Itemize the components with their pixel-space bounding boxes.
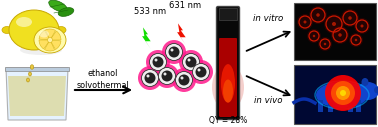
Ellipse shape — [221, 64, 235, 103]
Circle shape — [146, 50, 170, 74]
Circle shape — [155, 64, 179, 88]
Text: in vitro: in vitro — [253, 14, 283, 23]
Circle shape — [181, 76, 183, 80]
Text: ethanol: ethanol — [88, 69, 118, 78]
Wedge shape — [45, 29, 56, 40]
Circle shape — [150, 53, 166, 70]
Circle shape — [307, 29, 321, 43]
Circle shape — [309, 6, 327, 24]
Ellipse shape — [374, 86, 378, 93]
Circle shape — [331, 26, 349, 44]
Circle shape — [318, 37, 332, 51]
Circle shape — [324, 43, 326, 45]
Circle shape — [349, 33, 363, 47]
Circle shape — [48, 37, 53, 43]
Text: 631 nm: 631 nm — [169, 1, 201, 10]
Circle shape — [316, 13, 320, 17]
Circle shape — [341, 9, 359, 27]
Circle shape — [138, 66, 162, 90]
Ellipse shape — [26, 78, 29, 82]
Bar — [348, 102, 353, 112]
Ellipse shape — [357, 82, 378, 100]
Circle shape — [354, 18, 370, 34]
Polygon shape — [8, 76, 66, 116]
Ellipse shape — [39, 30, 49, 37]
Circle shape — [172, 68, 196, 92]
Ellipse shape — [28, 72, 31, 76]
Ellipse shape — [58, 8, 74, 16]
Circle shape — [170, 49, 174, 52]
FancyBboxPatch shape — [219, 38, 237, 117]
Polygon shape — [142, 27, 151, 49]
Text: 533 nm: 533 nm — [134, 7, 166, 16]
Circle shape — [152, 57, 164, 67]
Wedge shape — [39, 30, 50, 40]
Polygon shape — [6, 68, 68, 120]
Bar — [5, 67, 69, 71]
Bar — [318, 100, 323, 112]
Circle shape — [336, 86, 350, 100]
Text: solvothermal: solvothermal — [77, 81, 129, 90]
Wedge shape — [50, 31, 61, 40]
Circle shape — [175, 72, 192, 89]
Circle shape — [324, 14, 344, 34]
Circle shape — [348, 16, 352, 20]
Text: QY = 28%: QY = 28% — [209, 116, 247, 125]
Ellipse shape — [34, 27, 66, 53]
Text: in vivo: in vivo — [254, 96, 282, 105]
FancyBboxPatch shape — [217, 6, 240, 120]
Circle shape — [197, 68, 200, 72]
Circle shape — [355, 39, 357, 41]
Circle shape — [187, 59, 191, 61]
Bar — [356, 100, 361, 112]
Circle shape — [161, 70, 172, 82]
Circle shape — [313, 35, 315, 37]
Circle shape — [340, 90, 346, 96]
Circle shape — [183, 53, 200, 70]
Ellipse shape — [361, 78, 369, 86]
Circle shape — [195, 67, 206, 77]
Ellipse shape — [223, 80, 233, 103]
Bar — [328, 102, 333, 112]
Circle shape — [192, 64, 209, 81]
Circle shape — [338, 33, 342, 37]
Circle shape — [297, 14, 313, 30]
Circle shape — [325, 75, 361, 111]
Ellipse shape — [56, 27, 66, 34]
Circle shape — [155, 59, 158, 61]
Circle shape — [164, 73, 166, 75]
Circle shape — [189, 60, 213, 84]
Circle shape — [144, 73, 155, 83]
Ellipse shape — [20, 45, 62, 55]
Wedge shape — [45, 40, 55, 51]
Circle shape — [162, 40, 186, 64]
Circle shape — [331, 81, 355, 105]
Bar — [294, 3, 376, 60]
Circle shape — [179, 50, 203, 74]
Circle shape — [361, 25, 364, 28]
Circle shape — [186, 57, 197, 67]
Circle shape — [178, 75, 189, 85]
Ellipse shape — [9, 10, 59, 50]
Polygon shape — [177, 23, 186, 45]
Ellipse shape — [16, 17, 32, 27]
Wedge shape — [39, 40, 50, 49]
Circle shape — [332, 22, 336, 26]
Circle shape — [304, 20, 307, 23]
Circle shape — [141, 69, 158, 86]
Ellipse shape — [2, 27, 12, 34]
Circle shape — [158, 67, 175, 84]
Circle shape — [166, 44, 183, 60]
Ellipse shape — [212, 64, 244, 110]
Circle shape — [147, 75, 150, 77]
Bar — [219, 8, 237, 20]
Ellipse shape — [316, 82, 368, 108]
Bar — [294, 65, 376, 124]
Ellipse shape — [30, 65, 34, 69]
Circle shape — [169, 46, 180, 58]
Ellipse shape — [49, 0, 67, 12]
Wedge shape — [50, 40, 61, 50]
